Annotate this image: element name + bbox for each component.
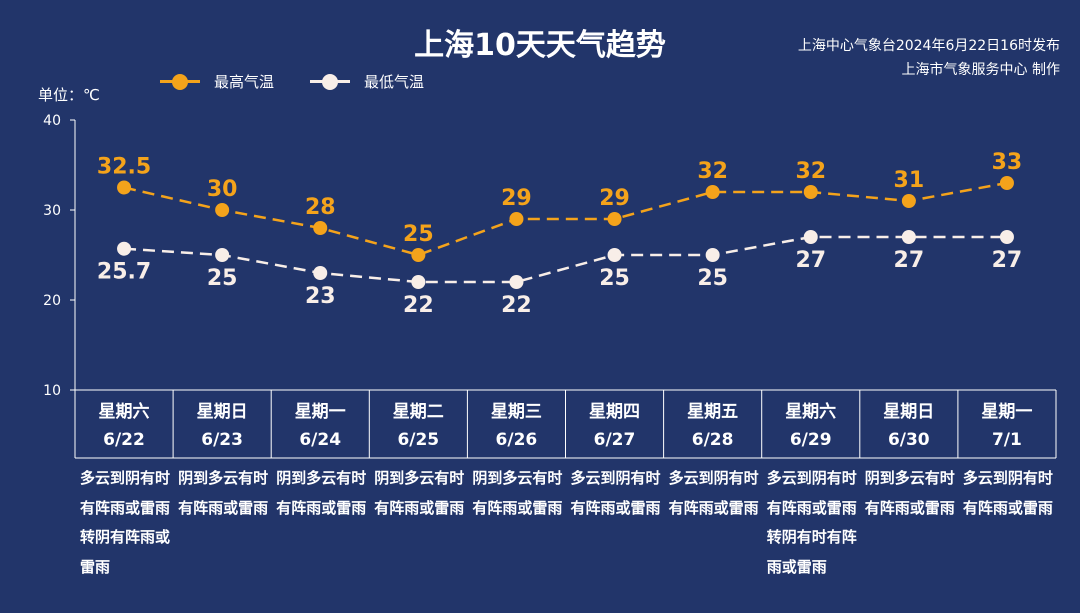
legend-dot-high: [172, 74, 188, 90]
weekday-label: 星期日: [883, 402, 935, 422]
legend-dot-low: [322, 74, 338, 90]
data-label-low: 25: [697, 266, 728, 291]
data-point-low: [607, 248, 622, 262]
data-label-low: 27: [992, 248, 1023, 273]
data-point-low: [901, 230, 916, 244]
weather-description: 阴到多云有时有阵雨或雷雨: [178, 469, 269, 517]
data-point-high: [411, 248, 426, 262]
weather-description: 多云到阴有时有阵雨或雷雨: [668, 469, 759, 517]
data-label-low: 27: [795, 248, 826, 273]
data-point-high: [901, 194, 916, 208]
data-label-high: 33: [992, 150, 1023, 175]
weather-description: 多云到阴有时有阵雨或雷雨: [570, 469, 661, 517]
data-point-low: [509, 275, 524, 289]
date-label: 6/29: [789, 430, 832, 450]
data-point-high: [313, 221, 328, 235]
date-label: 6/24: [299, 430, 342, 450]
data-label-high: 29: [501, 186, 532, 211]
data-label-high: 32: [795, 159, 826, 184]
y-tick-label: 40: [43, 113, 61, 129]
data-point-high: [607, 212, 622, 226]
data-point-low: [117, 241, 132, 256]
y-axis-unit: 单位：℃: [38, 86, 100, 104]
weekday-label: 星期一: [294, 402, 346, 422]
day-header: 星期六 6/22: [75, 392, 173, 460]
weather-description: 阴到多云有时有阵雨或雷雨: [276, 469, 367, 517]
weekday-label: 星期六: [98, 402, 150, 422]
source-info: 上海中心气象台2024年6月22日16时发布 上海市气象服务中心 制作: [798, 34, 1060, 82]
date-label: 6/28: [691, 430, 734, 450]
weekday-label: 星期二: [392, 402, 444, 422]
weather-description: 多云到阴有时有阵雨或雷雨: [962, 469, 1053, 517]
weather-description: 阴到多云有时有阵雨或雷雨: [374, 469, 465, 517]
y-tick-label: 10: [43, 383, 61, 399]
weekday-label: 星期三: [490, 402, 542, 422]
data-label-high: 29: [599, 186, 630, 211]
weekday-label: 星期一: [981, 402, 1033, 422]
legend-label-low: 最低气温: [364, 73, 425, 91]
data-point-high: [999, 176, 1014, 190]
data-point-high: [705, 185, 720, 199]
data-label-low: 25: [599, 266, 630, 291]
data-point-high: [215, 203, 230, 217]
weekday-label: 星期五: [687, 402, 739, 422]
data-label-low: 23: [305, 284, 336, 309]
data-label-high: 32: [697, 159, 728, 184]
date-label: 6/23: [201, 430, 243, 450]
day-header: 星期日 6/23: [173, 392, 271, 460]
data-label-low: 25: [207, 266, 238, 291]
day-header: 星期六 6/29: [762, 392, 860, 460]
weather-description: 阴到多云有时有阵雨或雷雨: [864, 469, 955, 517]
data-label-low: 27: [894, 248, 925, 273]
data-point-high: [509, 212, 524, 226]
data-point-low: [999, 230, 1014, 244]
day-header: 星期日 6/30: [860, 392, 958, 460]
date-label: 6/30: [887, 430, 930, 450]
weather-description: 阴到多云有时有阵雨或雷雨: [472, 469, 563, 517]
chart-title: 上海10天天气趋势: [414, 28, 666, 63]
data-label-high: 28: [305, 195, 336, 220]
day-header: 星期一 7/1: [958, 392, 1056, 460]
data-point-high: [803, 185, 818, 199]
day-header: 星期二 6/25: [369, 392, 467, 460]
weather-description: 多云到阴有时有阵雨或雷雨转阴有时有阵雨或雷雨: [766, 469, 857, 576]
weather-description: 多云到阴有时有阵雨或雷雨转阴有阵雨或雷雨: [80, 469, 171, 576]
y-tick-label: 20: [43, 293, 61, 309]
data-label-high: 32.5: [97, 155, 151, 180]
weekday-label: 星期六: [785, 402, 837, 422]
date-label: 7/1: [991, 430, 1022, 450]
data-point-low: [215, 248, 230, 262]
source-line-producer: 上海市气象服务中心 制作: [901, 62, 1060, 78]
data-point-low: [313, 266, 328, 280]
series-line-low: [123, 235, 1007, 284]
day-header: 星期三 6/26: [467, 392, 565, 460]
y-tick-label: 30: [43, 203, 61, 219]
data-point-low: [803, 230, 818, 244]
date-label: 6/27: [593, 430, 636, 450]
data-label-high: 30: [207, 177, 238, 202]
date-label: 6/22: [103, 430, 145, 450]
legend-label-high: 最高气温: [214, 73, 275, 91]
day-header: 星期五 6/28: [664, 392, 762, 460]
data-label-high: 25: [403, 222, 434, 247]
weekday-label: 星期四: [589, 402, 640, 422]
series-line-high: [123, 181, 1008, 257]
data-point-low: [705, 248, 720, 262]
weekday-label: 星期日: [196, 402, 248, 422]
date-label: 6/26: [495, 430, 538, 450]
data-label-low: 25.7: [97, 260, 151, 285]
day-header: 星期一 6/24: [271, 392, 369, 460]
data-label-low: 22: [403, 293, 434, 318]
data-point-low: [411, 275, 426, 289]
data-label-high: 31: [894, 168, 925, 193]
date-label: 6/25: [397, 430, 440, 450]
day-header: 星期四 6/27: [566, 392, 664, 460]
data-point-high: [117, 180, 132, 195]
source-line-issuer: 上海中心气象台2024年6月22日16时发布: [797, 38, 1060, 54]
data-label-low: 22: [501, 293, 532, 318]
